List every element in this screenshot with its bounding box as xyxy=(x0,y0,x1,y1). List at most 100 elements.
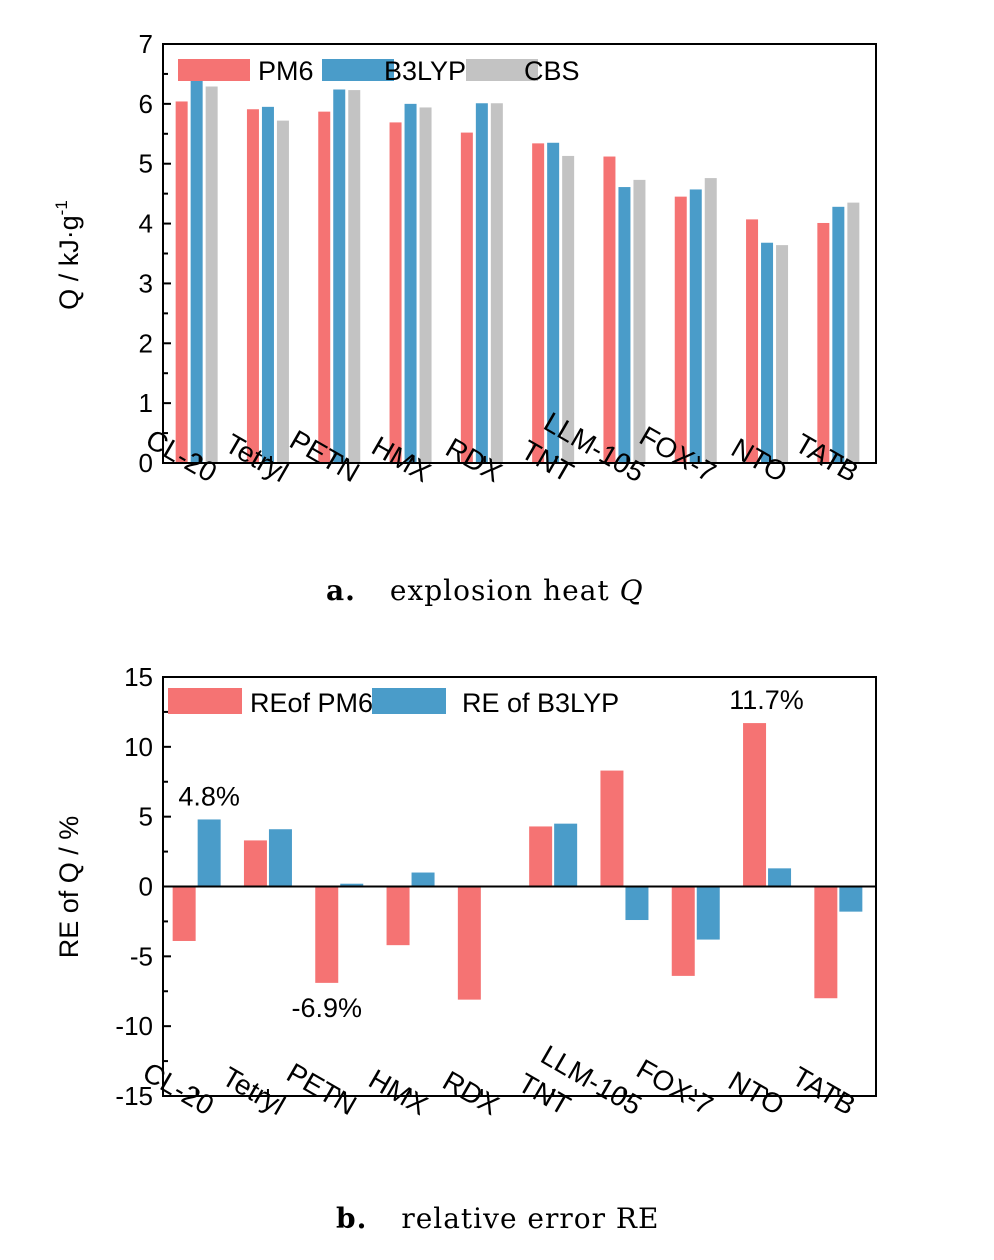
legend-label-cbs: CBS xyxy=(524,56,580,86)
legend-swatch-pm6 xyxy=(178,59,250,81)
bar-re-of-b3lyp-rdx xyxy=(482,886,506,887)
bar-reof-pm6-fox-7 xyxy=(671,886,695,976)
x-tick-label-tatb: TATB xyxy=(787,1061,861,1122)
legend: REof PM6 RE of B3LYP xyxy=(168,688,619,718)
bar-reof-pm6-llm-105 xyxy=(600,770,624,887)
bar-cbs-nto xyxy=(776,245,789,463)
legend-swatch-re-of-b3lyp xyxy=(372,688,446,714)
y-axis-title-sup: -1 xyxy=(52,200,71,215)
caption-b: b. relative error RE xyxy=(336,1202,659,1235)
bar-b3lyp-tetryl xyxy=(261,106,274,463)
legend-label-b3lyp: B3LYP xyxy=(384,56,466,86)
bar-cbs-llm-105 xyxy=(633,179,646,463)
bar-re-of-b3lyp-petn xyxy=(340,883,364,887)
y-tick-label: -5 xyxy=(130,941,153,971)
bar-cbs-tatb xyxy=(847,202,860,463)
bar-reof-pm6-hmx xyxy=(386,886,410,946)
legend-label-reof-pm6: REof PM6 xyxy=(250,688,373,718)
x-tick-label-hmx: HMX xyxy=(364,1063,434,1121)
x-tick-label-petn: PETN xyxy=(282,1057,362,1121)
annotation-label: 11.7% xyxy=(729,685,804,715)
bar-cbs-cl-20 xyxy=(205,86,218,464)
bar-pm6-hmx xyxy=(389,122,402,464)
caption-b-text: relative error RE xyxy=(401,1202,660,1235)
legend-swatch-cbs xyxy=(466,59,538,81)
bar-re-of-b3lyp-hmx xyxy=(411,872,435,887)
bar-cbs-rdx xyxy=(490,103,503,463)
y-tick-label: 6 xyxy=(139,89,153,119)
bar-reof-pm6-rdx xyxy=(457,886,481,1000)
y-tick-label: 2 xyxy=(139,328,153,358)
x-tick-label-tetryl: Tetryl xyxy=(217,1061,290,1121)
y-tick-label: 10 xyxy=(124,732,153,762)
annotation-label: -6.9% xyxy=(291,993,362,1023)
x-tick-label-nto: NTO xyxy=(723,1065,789,1121)
y-tick-label: -10 xyxy=(115,1011,153,1041)
bar-reof-pm6-petn xyxy=(315,886,339,983)
bar-reof-pm6-tnt xyxy=(529,826,553,887)
caption-a-letter: a. xyxy=(326,574,356,607)
bar-b3lyp-fox-7 xyxy=(689,189,702,463)
x-tick-label-fox-7: FOX-7 xyxy=(631,1053,718,1121)
bar-re-of-b3lyp-llm-105 xyxy=(625,886,649,921)
y-axis-title: RE of Q / % xyxy=(54,816,84,959)
bar-cbs-tetryl xyxy=(276,120,289,464)
bar-reof-pm6-nto xyxy=(743,723,767,887)
bar-cbs-tnt xyxy=(562,155,575,463)
y-tick-label: 15 xyxy=(124,662,153,692)
bar-pm6-rdx xyxy=(460,132,473,464)
annotation-label: 4.8% xyxy=(178,781,240,811)
y-axis-title-main: Q / kJ·g xyxy=(54,215,84,310)
y-tick-label: 5 xyxy=(139,802,153,832)
bar-b3lyp-petn xyxy=(333,89,346,464)
legend-swatch-b3lyp xyxy=(322,59,394,81)
bars-group xyxy=(172,723,863,1000)
x-tick-label-cl-20: CL-20 xyxy=(138,1056,220,1121)
bars-group xyxy=(175,68,860,464)
bar-b3lyp-rdx xyxy=(475,103,488,463)
caption-b-letter: b. xyxy=(336,1202,368,1235)
legend-label-pm6: PM6 xyxy=(258,56,314,86)
bar-reof-pm6-tetryl xyxy=(243,840,267,887)
bar-reof-pm6-tatb xyxy=(814,886,838,999)
bar-b3lyp-tatb xyxy=(832,206,845,463)
bar-re-of-b3lyp-tatb xyxy=(839,886,863,912)
bar-b3lyp-hmx xyxy=(404,103,417,463)
y-tick-label: 4 xyxy=(139,209,153,239)
legend-swatch-reof-pm6 xyxy=(168,688,242,714)
caption-a-italic: Q xyxy=(619,574,644,607)
legend: PM6 B3LYP CBS xyxy=(178,56,580,86)
y-tick-label: 7 xyxy=(139,29,153,59)
bar-pm6-petn xyxy=(318,111,331,463)
caption-a: a. explosion heat Q xyxy=(326,574,644,607)
x-tick-label-rdx: RDX xyxy=(438,1065,505,1122)
plot-frame xyxy=(162,676,877,1097)
bar-re-of-b3lyp-cl-20 xyxy=(197,819,221,887)
y-tick-label: 3 xyxy=(139,268,153,298)
annotations: 4.8% -6.9% 11.7% xyxy=(178,685,803,1023)
bar-b3lyp-tnt xyxy=(547,142,560,463)
y-tick-label: -15 xyxy=(115,1081,153,1111)
bar-pm6-tetryl xyxy=(246,109,259,463)
x-tick-label-tnt: TNT xyxy=(513,1067,576,1121)
bar-cbs-petn xyxy=(348,90,361,463)
bar-pm6-fox-7 xyxy=(674,196,687,463)
bar-pm6-tnt xyxy=(532,143,545,463)
y-tick-label: 0 xyxy=(139,448,153,478)
bar-pm6-llm-105 xyxy=(603,156,616,463)
legend-label-re-of-b3lyp: RE of B3LYP xyxy=(462,688,619,718)
bar-reof-pm6-cl-20 xyxy=(172,886,196,941)
bar-b3lyp-nto xyxy=(761,242,774,463)
y-tick-label: 0 xyxy=(139,872,153,902)
bar-pm6-cl-20 xyxy=(175,101,188,463)
bar-re-of-b3lyp-fox-7 xyxy=(696,886,720,940)
bar-pm6-tatb xyxy=(817,222,830,463)
bar-cbs-fox-7 xyxy=(704,178,717,463)
y-tick-label: 1 xyxy=(139,388,153,418)
x-tick-label-llm-105: LLM-105 xyxy=(536,1039,647,1121)
bar-re-of-b3lyp-nto xyxy=(768,868,792,887)
caption-a-text: explosion heat xyxy=(389,574,620,607)
bar-b3lyp-cl-20 xyxy=(190,68,203,463)
